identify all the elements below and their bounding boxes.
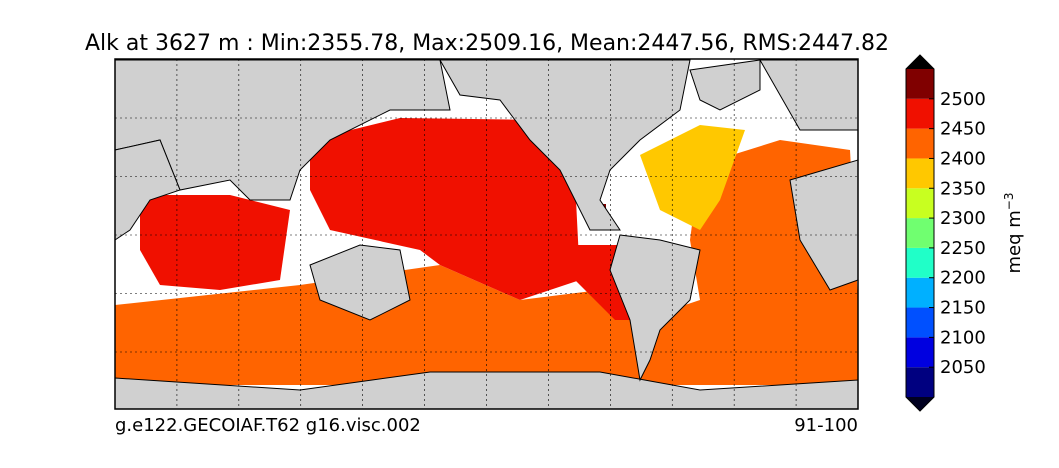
grid [115,59,858,409]
colorbar-bin [906,307,934,338]
north-america [439,59,691,231]
australia [309,244,411,321]
red-region [310,118,580,300]
map-frame [114,58,859,410]
colorbar-tick-label: 2350 [940,178,986,199]
colorbar-tick-label: 2450 [940,119,986,140]
colorbar-bin [906,188,934,219]
greenland [689,59,761,111]
colorbar-tick-label: 2500 [940,89,986,110]
colorbar-tick-label: 2400 [940,148,986,169]
colorbar-tick-label: 2300 [940,208,986,229]
colorbar-tick-label: 2200 [940,268,986,289]
colorbar-bin [906,367,934,397]
colorbar-under [906,397,934,411]
colorbar-tick-label: 2150 [940,298,986,319]
title: Alk at 3627 m : Min:2355.78, Max:2509.16… [85,31,889,56]
colorbar-bin [906,98,934,129]
colorbar-bin [906,247,934,278]
colorbar-over [906,55,934,69]
footer-right: 91-100 [794,415,858,436]
colorbar-bin [906,277,934,308]
yellow-region [640,125,745,230]
colorbar-bin [906,69,934,99]
colorbar-label-text: meq m [1004,210,1025,273]
colorbar-bin [906,218,934,248]
colorbar-bin [906,337,934,368]
colorbar-tick-label: 2100 [940,327,986,348]
colorbar-bin [906,128,934,159]
colorbar-frame [905,54,935,412]
colorbar-tick-label: 2050 [940,357,986,378]
south-america [609,234,701,382]
colorbar-bin [906,158,934,189]
colorbar-label: meq m−3 [1002,193,1025,274]
africa [789,159,859,291]
colorbar-tick-label: 2250 [940,238,986,259]
red-region [140,195,290,290]
map [114,58,859,410]
colorbar-label-sup: −3 [1002,193,1016,211]
footer-left: g.e122.GECOIAF.T62 g16.visc.002 [115,415,421,436]
colorbar: 2050 2100 2150 2200 2250 2300 2350 2400 2450 2500 [905,54,986,412]
